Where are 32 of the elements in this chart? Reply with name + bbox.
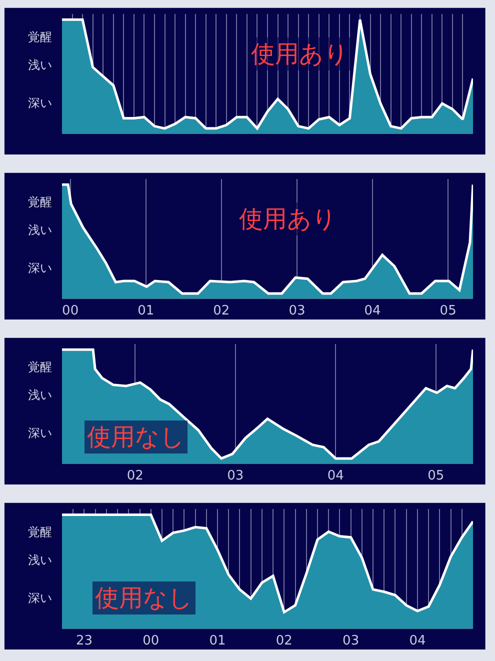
- annotation: 使用なし: [87, 423, 185, 451]
- text: 覚醒: [28, 525, 52, 539]
- text: 深い: [28, 426, 52, 440]
- text: 深い: [28, 96, 52, 110]
- x-tick-label: 04: [364, 304, 381, 319]
- x-tick-label: 00: [142, 634, 160, 649]
- text: 浅い: [28, 58, 52, 72]
- text: 覚醒: [28, 360, 52, 374]
- x-tick-label: 03: [288, 304, 306, 319]
- x-tick-label: 02: [126, 468, 144, 484]
- x-tick-label: 04: [327, 468, 344, 484]
- text: 深い: [28, 261, 52, 275]
- x-tick-label: 23: [76, 634, 92, 649]
- text: 浅い: [28, 388, 52, 402]
- annotation: 使用なし: [95, 584, 193, 612]
- text: 浅い: [28, 223, 52, 237]
- x-tick-label: 03: [342, 634, 360, 649]
- x-tick-label: 02: [276, 634, 292, 649]
- x-tick-label: 02: [213, 304, 230, 319]
- x-tick-label: 03: [227, 468, 244, 484]
- text: 覚醒: [28, 195, 52, 209]
- annotation: 使用あり: [251, 40, 349, 68]
- x-tick-label: 04: [409, 634, 426, 649]
- x-tick-label: 00: [62, 304, 79, 319]
- x-tick-label: 05: [428, 468, 444, 484]
- text: 浅い: [28, 553, 52, 567]
- annotation: 使用あり: [239, 205, 337, 233]
- x-tick-label: 05: [440, 304, 456, 319]
- text: 覚醒: [28, 30, 52, 44]
- x-tick-label: 01: [209, 634, 226, 649]
- text: 深い: [28, 591, 52, 605]
- x-tick-label: 01: [138, 304, 154, 319]
